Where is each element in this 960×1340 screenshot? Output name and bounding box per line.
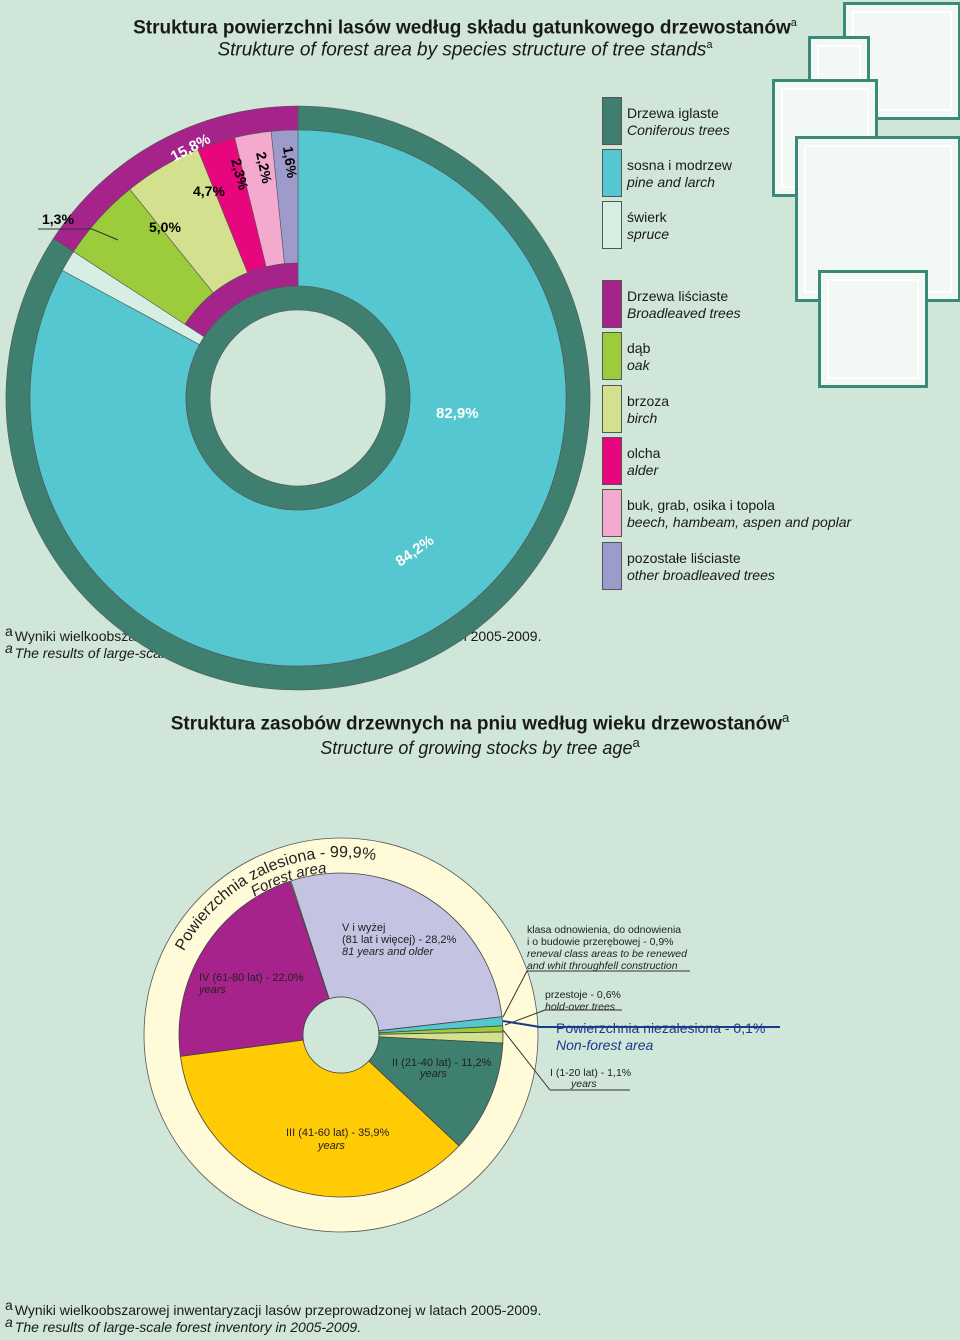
slice-label: reneval class areas to be renewed <box>527 948 688 960</box>
bottom-footnote-en: The results of large-scale forest invent… <box>14 1319 362 1335</box>
center-hole <box>209 309 387 487</box>
slice-label: 1,3% <box>42 211 74 227</box>
leader-line <box>502 970 528 1018</box>
slice-label: i o budowie przerębowej - 0,9% <box>527 936 674 948</box>
legend-label-pl: pozostałe liściaste <box>627 550 741 566</box>
legend-item: sosna i modrzew pine and larch <box>602 149 960 197</box>
slice-label: 1,6% <box>280 145 300 179</box>
legend-label-pl: olcha <box>627 445 661 461</box>
bottom-title-en: Structure of growing stocks by tree age <box>320 738 633 759</box>
legend-swatch <box>602 489 622 537</box>
slice-label: klasa odnowienia, do odnowienia <box>527 924 681 936</box>
legend-label-pl: sosna i modrzew <box>627 157 733 173</box>
legend-swatch <box>602 385 622 433</box>
slice-label: 81 years and older <box>342 946 434 958</box>
legend-item: buk, grab, osika i topola beech, hambeam,… <box>602 489 960 537</box>
slice-label: years <box>570 1078 597 1090</box>
slice-label: years <box>198 984 226 996</box>
legend-swatch <box>602 280 622 328</box>
legend-swatch <box>602 542 622 590</box>
legend-label-pl: buk, grab, osika i topola <box>627 497 775 513</box>
legend-swatch <box>602 97 622 145</box>
legend-item: dąb oak <box>602 332 960 380</box>
legend-item: świerk spruce <box>602 201 960 249</box>
legend-label-pl: brzoza <box>627 393 670 409</box>
center-hole <box>302 996 380 1074</box>
slice-label: IV (61-80 lat) - 22,0% <box>199 972 304 984</box>
legend-label-en: pine and larch <box>627 174 715 190</box>
bottom-title: Struktura zasobów drzewnych na pniu wedł… <box>170 710 790 759</box>
legend-swatch <box>602 149 622 197</box>
slice-label: przestoje - 0,6% <box>545 989 621 1001</box>
legend-item: pozostałe liściaste other broadleaved tre… <box>602 542 960 590</box>
bottom-title-pl: Struktura zasobów drzewnych na pniu wedł… <box>170 713 782 735</box>
legend-label-en: spruce <box>627 226 670 242</box>
legend-label-pl: Drzewa iglaste <box>627 105 719 121</box>
slice-label: 82,9% <box>436 405 479 422</box>
legend-label-en: beech, hambeam, aspen and poplar <box>627 514 852 530</box>
slice-label: II (21-40 lat) - 11,2% <box>392 1057 492 1069</box>
top-title-pl: Struktura powierzchni lasów według skład… <box>133 17 791 39</box>
legend-label-pl: dąb <box>627 340 651 356</box>
slice-label: V i wyżej <box>342 922 385 934</box>
bottom-footnote-pl: Wyniki wielkoobszarowej inwentaryzacji l… <box>14 1302 542 1318</box>
slice-label: and whit throughfell construction <box>527 960 678 972</box>
legend-swatch <box>602 437 622 485</box>
legend-item: olcha alder <box>602 437 960 485</box>
slice-label: 2,2% <box>253 150 275 185</box>
legend-label-en: birch <box>627 410 658 426</box>
legend-label-en: other broadleaved trees <box>627 567 775 583</box>
legend-label-pl: Drzewa liściaste <box>627 288 729 304</box>
slice-label: (81 lat i więcej) - 28,2% <box>342 934 457 946</box>
nonforest-line <box>502 1020 541 1028</box>
bottom-footnote: a Wyniki wielkoobszarowej inwentaryzacji … <box>5 1297 542 1335</box>
legend-label-en: Coniferous trees <box>627 122 730 138</box>
legend-swatch <box>602 201 622 249</box>
legend-label-en: alder <box>627 462 659 478</box>
leader-line <box>502 1029 551 1091</box>
slice-label: years <box>317 1140 345 1152</box>
legend-item: Drzewa iglaste Coniferous trees <box>602 97 960 145</box>
slice-label: 4,7% <box>193 183 225 199</box>
legend-item: brzoza birch <box>602 385 960 433</box>
nonforest-label-en: Non-forest area <box>556 1037 653 1053</box>
slice-label: years <box>419 1068 447 1080</box>
slice-label: I (1-20 lat) - 1,1% <box>550 1067 631 1079</box>
leader-line <box>91 228 119 241</box>
slice-label: III (41-60 lat) - 35,9% <box>286 1127 390 1139</box>
decorative-square <box>818 270 928 388</box>
legend-swatch <box>602 332 622 380</box>
legend-label-en: oak <box>627 357 650 373</box>
legend-label-en: Broadleaved trees <box>627 305 741 321</box>
top-title-en: Strukture of forest area by species stru… <box>217 39 707 61</box>
legend-label-pl: świerk <box>627 209 667 225</box>
legend-item: Drzewa liściaste Broadleaved trees <box>602 280 960 328</box>
slice-label: hold-over trees <box>545 1001 616 1013</box>
slice-label: 5,0% <box>149 219 181 235</box>
top-title: Struktura powierzchni lasów według skład… <box>133 17 797 61</box>
